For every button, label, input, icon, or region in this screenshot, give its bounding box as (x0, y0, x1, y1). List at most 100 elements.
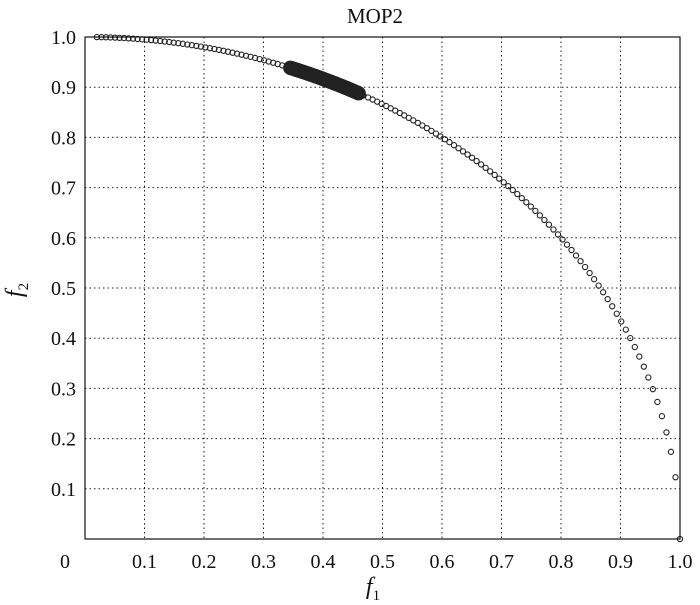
front-point (111, 34, 119, 41)
x-axis-label-main: f (366, 574, 376, 600)
front-point (496, 175, 503, 182)
front-point (468, 154, 476, 161)
front-point (193, 42, 200, 50)
front-point (654, 398, 661, 406)
y-tick-label: 0.8 (51, 127, 76, 149)
front-point (518, 194, 525, 202)
front-point (405, 114, 412, 121)
front-point (161, 38, 168, 45)
front-point (645, 374, 652, 381)
front-point (663, 429, 670, 436)
y-tick-label: 0.7 (51, 178, 76, 200)
front-point (595, 282, 602, 289)
front-point (572, 252, 580, 259)
front-point (541, 216, 548, 224)
x-tick-label: 0.5 (370, 551, 395, 573)
front-point (179, 40, 186, 47)
x-tick-label: 0 (60, 551, 70, 573)
front-point (410, 117, 417, 124)
x-tick-label: 0.9 (608, 551, 633, 573)
cluster-point (351, 86, 366, 101)
front-point (586, 269, 593, 277)
front-point (514, 190, 521, 198)
front-point (450, 142, 458, 149)
front-point (473, 157, 480, 165)
front-point (446, 139, 453, 146)
x-tick-label: 0.3 (251, 551, 276, 573)
front-point (559, 236, 566, 243)
front-point (618, 318, 625, 325)
front-point (640, 363, 647, 370)
y-tick-label: 0.3 (51, 378, 76, 400)
front-point (428, 127, 435, 134)
chart-title: MOP2 (347, 4, 403, 28)
front-point (206, 45, 214, 52)
y-tick-label: 0.6 (51, 228, 76, 250)
x-tick-label: 0.7 (489, 551, 514, 573)
front-point (455, 145, 462, 152)
x-axis-label-sub: 1 (373, 588, 381, 604)
front-point (487, 168, 494, 175)
front-point (432, 130, 440, 137)
front-point (536, 212, 544, 219)
front-point (125, 35, 132, 42)
front-point (568, 246, 575, 254)
grid-lines (85, 37, 680, 539)
x-tick-labels: 0 0.1 0.2 0.3 0.4 0.5 0.6 0.7 0.8 0.9 1.0 (60, 551, 693, 573)
front-point (188, 42, 195, 49)
front-point (590, 276, 598, 283)
front-point (532, 207, 539, 215)
x-axis-label: f1 (366, 574, 380, 604)
x-tick-label: 1.0 (668, 551, 693, 573)
front-point (166, 38, 173, 46)
front-point (152, 37, 159, 44)
x-tick-label: 0.1 (132, 551, 157, 573)
front-point (414, 119, 421, 127)
front-point (202, 44, 209, 51)
front-point (482, 164, 489, 172)
y-axis-label-main: f (2, 287, 28, 297)
y-tick-label: 0.9 (51, 77, 76, 99)
front-point (609, 303, 616, 310)
front-point (545, 221, 553, 228)
front-point (505, 183, 512, 190)
front-point (672, 474, 679, 481)
front-point (658, 413, 666, 420)
front-point (523, 199, 530, 206)
y-tick-label: 0.4 (51, 328, 76, 350)
front-point (636, 353, 643, 360)
y-tick-label: 0.1 (51, 479, 76, 501)
front-point (604, 295, 611, 303)
y-tick-label: 1.0 (51, 27, 76, 49)
front-point (423, 124, 431, 132)
front-point (211, 45, 218, 53)
front-point (437, 133, 444, 140)
front-point (500, 179, 507, 186)
x-tick-label: 0.8 (549, 551, 574, 573)
x-tick-label: 0.6 (430, 551, 455, 573)
front-point (197, 43, 205, 50)
front-point (170, 39, 177, 46)
y-tick-label: 0.5 (51, 278, 76, 300)
front-point (554, 231, 562, 238)
front-point (581, 263, 589, 271)
front-point (120, 34, 128, 42)
pareto-front-points (93, 33, 684, 543)
front-point (419, 122, 426, 129)
front-point (600, 289, 607, 296)
front-point (649, 386, 657, 393)
front-point (667, 448, 675, 455)
y-tick-labels: 0.1 0.2 0.3 0.4 0.5 0.6 0.7 0.8 0.9 1.0 (51, 27, 76, 501)
front-point (627, 334, 634, 342)
front-point (563, 241, 571, 248)
front-point (477, 161, 485, 168)
front-point (215, 46, 223, 54)
front-point (175, 40, 182, 47)
plot-frame (84, 36, 681, 540)
front-point (184, 41, 191, 48)
front-point (464, 151, 471, 158)
front-point (116, 34, 123, 41)
front-point (459, 148, 467, 155)
front-point (622, 326, 629, 333)
